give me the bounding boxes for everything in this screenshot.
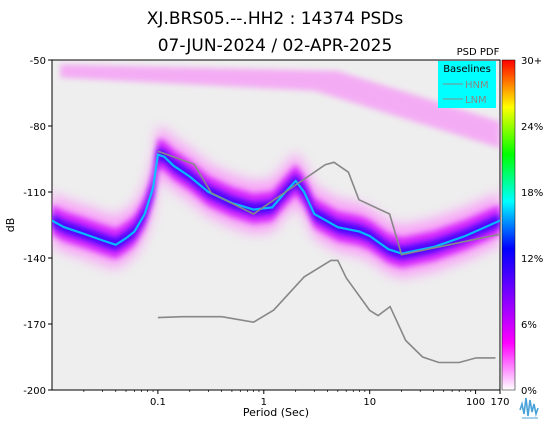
x-axis-label: Period (Sec) [243, 406, 309, 419]
legend-lnm-label: LNM [465, 95, 487, 106]
legend-hnm-label: HNM [465, 80, 489, 91]
y-tick-label: -110 [23, 188, 46, 199]
y-tick-label: -200 [23, 386, 46, 397]
y-tick-label: -80 [30, 122, 46, 133]
y-tick-label: -170 [23, 320, 46, 331]
legend-title: Baselines [443, 64, 491, 75]
colorbar-tick-label: 6% [521, 320, 537, 331]
axis-layer: -50 -80 -110 -140 -170 -200 0.1 1 10 100 170 [23, 56, 509, 408]
hnm-curve [157, 150, 500, 256]
baseline-layer [157, 150, 500, 364]
chart-title-line1: XJ.BRS05.--.HH2 : 14374 PSDs [147, 9, 404, 29]
y-axis-label: dB [4, 218, 17, 233]
y-tick-label: -140 [23, 254, 46, 265]
legend: Baselines HNM LNM [438, 61, 496, 108]
lnm-curve [157, 259, 496, 364]
colorbar-tick-label: 12% [521, 254, 543, 265]
waveform-logo-icon [519, 397, 539, 419]
density-upper-sparse [60, 64, 500, 148]
colorbar [501, 59, 516, 391]
colorbar-tick-label: 24% [521, 122, 543, 133]
colorbar-tick-label: 0% [521, 386, 537, 397]
colorbar-tick-label: 30+ [521, 56, 542, 67]
x-tick-label: 10 [363, 397, 376, 408]
colorbar-labels: 30+ 24% 18% 12% 6% 0% [521, 56, 543, 397]
chart-title-line2: 07-JUN-2024 / 02-APR-2025 [158, 36, 393, 56]
pdf-density-layer [52, 64, 500, 278]
colorbar-tick-label: 18% [521, 188, 543, 199]
x-tick-label: 0.1 [150, 397, 166, 408]
x-tick-label: 100 [466, 397, 485, 408]
colorbar-title: PSD PDF [457, 47, 500, 58]
x-tick-label: 170 [490, 397, 509, 408]
y-tick-label: -50 [30, 56, 46, 67]
x-tick-label: 1 [261, 397, 267, 408]
